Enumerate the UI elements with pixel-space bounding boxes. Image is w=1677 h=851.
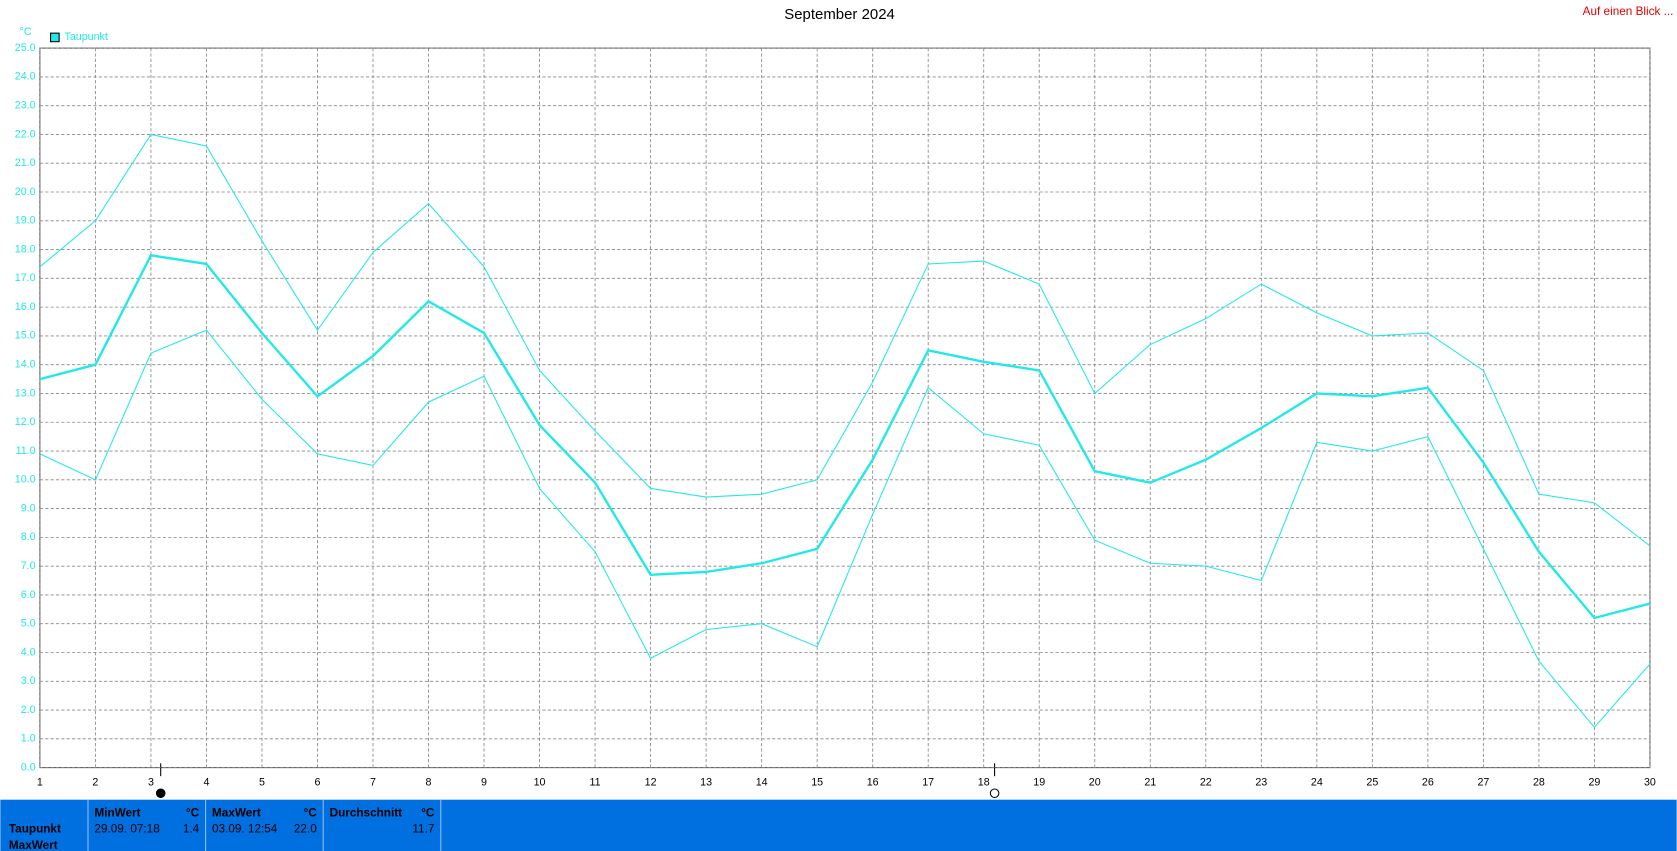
column-header: Durchschnitt — [330, 807, 403, 820]
column-header: MaxWert — [212, 807, 261, 820]
x-tick-label: 19 — [1033, 776, 1045, 788]
y-tick-label: 16.0 — [15, 301, 36, 313]
y-tick-label: 21.0 — [15, 157, 36, 169]
y-tick-label: 12.0 — [15, 416, 36, 428]
y-tick-label: 13.0 — [15, 387, 36, 399]
y-tick-label: 4.0 — [21, 646, 36, 658]
footer-table: Taupunkt MaxWert MinWert °C 29.09. 07:18 1.4 M… — [9, 799, 442, 851]
x-tick-label: 20 — [1089, 776, 1101, 788]
x-tick-label: 10 — [534, 776, 546, 788]
y-tick-label: 25.0 — [15, 42, 36, 54]
x-tick-label: 15 — [811, 776, 823, 788]
y-tick-label: 11.0 — [16, 445, 36, 457]
chart-title: September 2024 — [784, 6, 895, 23]
x-tick-label: 12 — [645, 776, 657, 788]
legend-swatch — [50, 32, 60, 43]
new-moon-icon — [155, 788, 166, 799]
series-line — [39, 254, 1651, 620]
x-tick-label: 30 — [1644, 776, 1656, 788]
x-tick-label: 8 — [426, 776, 432, 788]
y-tick-label: 7.0 — [21, 560, 36, 572]
x-tick-label: 9 — [481, 776, 487, 788]
cell-time: 03.09. 12:54 — [212, 823, 278, 836]
y-tick-label: 9.0 — [21, 502, 36, 514]
cell-value: 1.4 — [183, 823, 200, 836]
x-tick-label: 11 — [590, 776, 601, 788]
x-tick-label: 18 — [978, 776, 990, 788]
series-line — [39, 133, 1651, 547]
y-tick-label: 19.0 — [15, 215, 36, 227]
row-label: Taupunkt — [9, 823, 61, 836]
link[interactable]: Auf einen Blick ... — [1583, 5, 1674, 18]
cell-value: 22.0 — [294, 823, 317, 836]
x-tick-label: 27 — [1477, 776, 1489, 788]
x-tick-label: 17 — [922, 776, 934, 788]
y-tick-label: 17.0 — [15, 272, 36, 284]
x-tick-label: 16 — [867, 776, 879, 788]
y-tick-label: 15.0 — [15, 330, 36, 342]
x-tick-label: 28 — [1533, 776, 1545, 788]
y-tick-label: 3.0 — [21, 675, 36, 687]
y-tick-label: 0.0 — [21, 761, 36, 773]
x-tick-label: 2 — [92, 776, 98, 788]
x-tick-label: 1 — [37, 776, 43, 788]
column-unit: °C — [186, 807, 200, 820]
y-tick-label: 10.0 — [15, 474, 36, 486]
x-tick-label: 23 — [1255, 776, 1267, 788]
x-tick-label: 25 — [1366, 776, 1378, 788]
full-moon-icon — [989, 788, 1000, 799]
row-label: MaxWert — [9, 839, 58, 851]
x-tick-label: 29 — [1588, 776, 1600, 788]
cell-time: 29.09. 07:18 — [94, 823, 160, 836]
legend-label: Taupunkt — [64, 31, 107, 43]
x-tick-label: 24 — [1311, 776, 1323, 788]
series-line — [39, 329, 1651, 729]
x-tick-label: 26 — [1422, 776, 1434, 788]
y-tick-label: 22.0 — [15, 128, 36, 140]
x-tick-label: 7 — [370, 776, 376, 788]
y-tick-label: 5.0 — [21, 618, 36, 630]
y-tick-label: 23.0 — [15, 99, 36, 111]
y-tick-label: 20.0 — [15, 186, 36, 198]
y-tick-label: 6.0 — [21, 589, 36, 601]
column-header: MinWert — [94, 807, 140, 820]
y-tick-label: 24.0 — [15, 71, 36, 83]
unit-label: °C — [20, 26, 32, 38]
x-tick-label: 5 — [259, 776, 265, 788]
y-tick-label: 18.0 — [15, 243, 36, 255]
x-tick-label: 14 — [756, 776, 768, 788]
footer-bar — [0, 799, 1677, 851]
x-tick-label: 22 — [1200, 776, 1212, 788]
x-tick-label: 6 — [315, 776, 321, 788]
cell-value: 11.7 — [412, 823, 434, 836]
y-tick-label: 1.0 — [21, 733, 36, 745]
x-tick-label: 13 — [700, 776, 712, 788]
x-tick-label: 21 — [1144, 776, 1156, 788]
plot-area — [39, 47, 1651, 769]
x-tick-label: 3 — [148, 776, 154, 788]
plot: 0.01.02.03.04.05.06.07.08.09.010.011.012… — [15, 42, 1656, 788]
y-tick-label: 14.0 — [15, 359, 36, 371]
y-tick-label: 8.0 — [21, 531, 36, 543]
y-tick-label: 2.0 — [21, 704, 36, 716]
column-unit: °C — [304, 807, 318, 820]
column-unit: °C — [421, 807, 435, 820]
x-tick-label: 4 — [203, 776, 209, 788]
